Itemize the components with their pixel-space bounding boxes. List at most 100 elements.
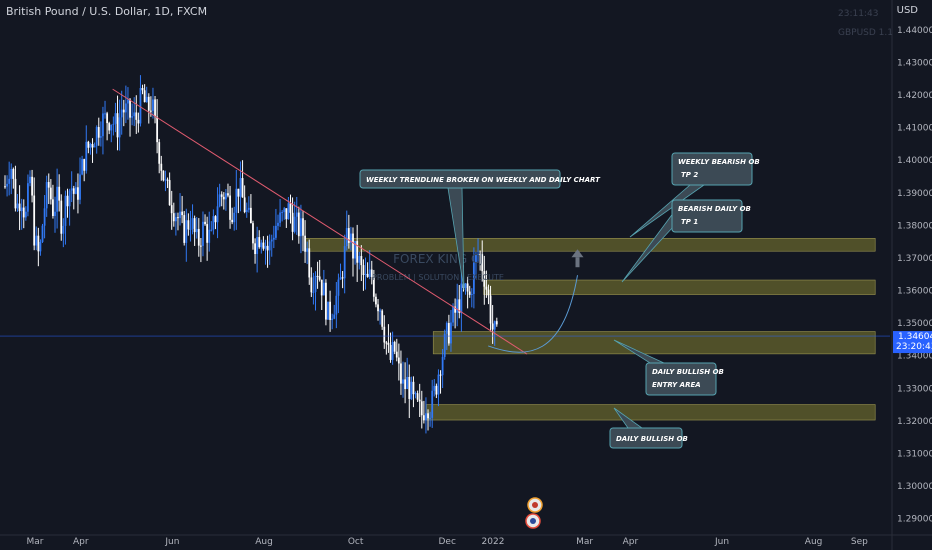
candle-body [333, 314, 336, 319]
candle-body [397, 357, 400, 364]
candle-body [260, 242, 263, 248]
weekly-trendline[interactable] [112, 88, 528, 355]
candle-body [131, 116, 134, 118]
zone-bearish-daily-ob[interactable] [483, 279, 876, 295]
candle-body [354, 241, 356, 259]
annotation-trendline-note[interactable]: WEEKLY TRENDLINE BROKEN ON WEEKLY AND DA… [359, 169, 601, 291]
y-tick-label: 1.33000 [897, 384, 932, 394]
candle-body [464, 283, 467, 288]
candle-body [193, 218, 196, 233]
candle-body [166, 179, 169, 181]
candle-body [381, 310, 384, 327]
last-price-value: 1.34604 [898, 332, 932, 342]
economic-events[interactable] [525, 497, 543, 529]
zone-daily-bullish-ob-entry[interactable] [432, 331, 876, 355]
corner-info: 23:11:43 GBPUSD 1.1 [838, 9, 893, 38]
candle-body [235, 188, 238, 213]
candle-body [41, 225, 44, 242]
candle-body [308, 248, 311, 278]
annotation-text: DAILY BULLISH OB [652, 368, 724, 376]
candle-body [312, 291, 315, 293]
candle-body [83, 159, 86, 171]
candle-body [137, 119, 140, 124]
candle-body [395, 351, 398, 358]
y-tick-label: 1.40000 [897, 156, 932, 166]
candle-body [487, 289, 490, 296]
x-tick-label: Jun [714, 537, 729, 547]
candle-body [81, 159, 84, 175]
candle-body [454, 306, 457, 313]
x-tick-label: Aug [805, 537, 823, 547]
annotation-entry-note[interactable]: DAILY BULLISH OB ENTRY AREA [613, 339, 724, 396]
candle-body [429, 417, 432, 419]
candle-body [377, 304, 379, 312]
candle-body [64, 195, 67, 226]
candle-body [108, 123, 111, 131]
candle-body [197, 228, 200, 246]
annotation-weekly-bearish-note[interactable]: WEEKLY BEARISH OB TP 2 [629, 152, 760, 238]
y-tick-label: 1.35000 [897, 319, 932, 329]
candle-body [62, 225, 65, 234]
candle-body [345, 228, 348, 247]
candle-body [329, 301, 331, 320]
candle-body [493, 321, 496, 330]
candle-body [77, 187, 79, 200]
candle-body [241, 178, 244, 198]
candle-body [408, 376, 411, 399]
candle-body [275, 225, 277, 238]
candle-body [206, 224, 209, 243]
projection-path[interactable] [488, 275, 578, 353]
candle-body [129, 99, 131, 118]
candle-body [479, 254, 482, 256]
candle-body [120, 109, 123, 118]
candle-body [179, 211, 181, 219]
y-tick-label: 1.42000 [897, 91, 932, 101]
candle-body [212, 216, 215, 230]
candle-body [314, 275, 317, 292]
annotation-bullish-note[interactable]: DAILY BULLISH OB [609, 407, 688, 449]
candle-body [195, 228, 198, 233]
candle-body [287, 203, 290, 220]
candle-body [177, 217, 179, 219]
zone-weekly-bearish-ob[interactable] [304, 238, 876, 252]
y-tick-label: 1.34000 [897, 352, 932, 362]
candle-body [66, 195, 69, 207]
annotation-box [359, 169, 561, 189]
candle-body [216, 206, 219, 223]
candle-body [31, 176, 33, 196]
candle-body [427, 413, 429, 419]
candle-body [35, 235, 38, 246]
candle-body [327, 301, 329, 320]
annotation-bearish-daily-note[interactable]: BEARISH DAILY OB TP 1 [621, 199, 751, 283]
candle-body [27, 183, 29, 212]
candle-body [158, 142, 161, 164]
candle-body [33, 195, 36, 246]
candle-body [227, 193, 229, 196]
price-axis-currency[interactable]: USD [896, 5, 918, 16]
candle-body [208, 229, 211, 243]
price-axis[interactable]: 1.29000 1.30000 1.31000 1.32000 1.33000 1.340… [897, 26, 932, 525]
y-tick-label: 1.36000 [897, 287, 932, 297]
candle-body [339, 277, 342, 280]
annotation-box [671, 199, 743, 233]
candle-body [106, 113, 109, 124]
candle-body [400, 363, 402, 384]
candle-body [481, 254, 484, 272]
candle-body [20, 207, 23, 212]
candle-body [320, 279, 323, 296]
candle-body [425, 413, 427, 421]
candle-body [270, 239, 273, 242]
candle-body [104, 113, 106, 115]
time-axis[interactable]: Mar Apr Jun Aug Oct Dec 2022 Mar Apr Jun Aug Sep [27, 537, 869, 547]
annotation-text: TP 1 [681, 218, 698, 226]
candle-body [279, 212, 281, 223]
candle-body [331, 318, 334, 320]
candle-body [337, 279, 340, 296]
candle-body [127, 99, 129, 104]
x-tick-label: Mar [576, 537, 593, 547]
zone-daily-bullish-ob[interactable] [426, 404, 876, 421]
candle-body [366, 273, 369, 277]
candle-body [447, 323, 450, 344]
candle-body [316, 275, 319, 277]
